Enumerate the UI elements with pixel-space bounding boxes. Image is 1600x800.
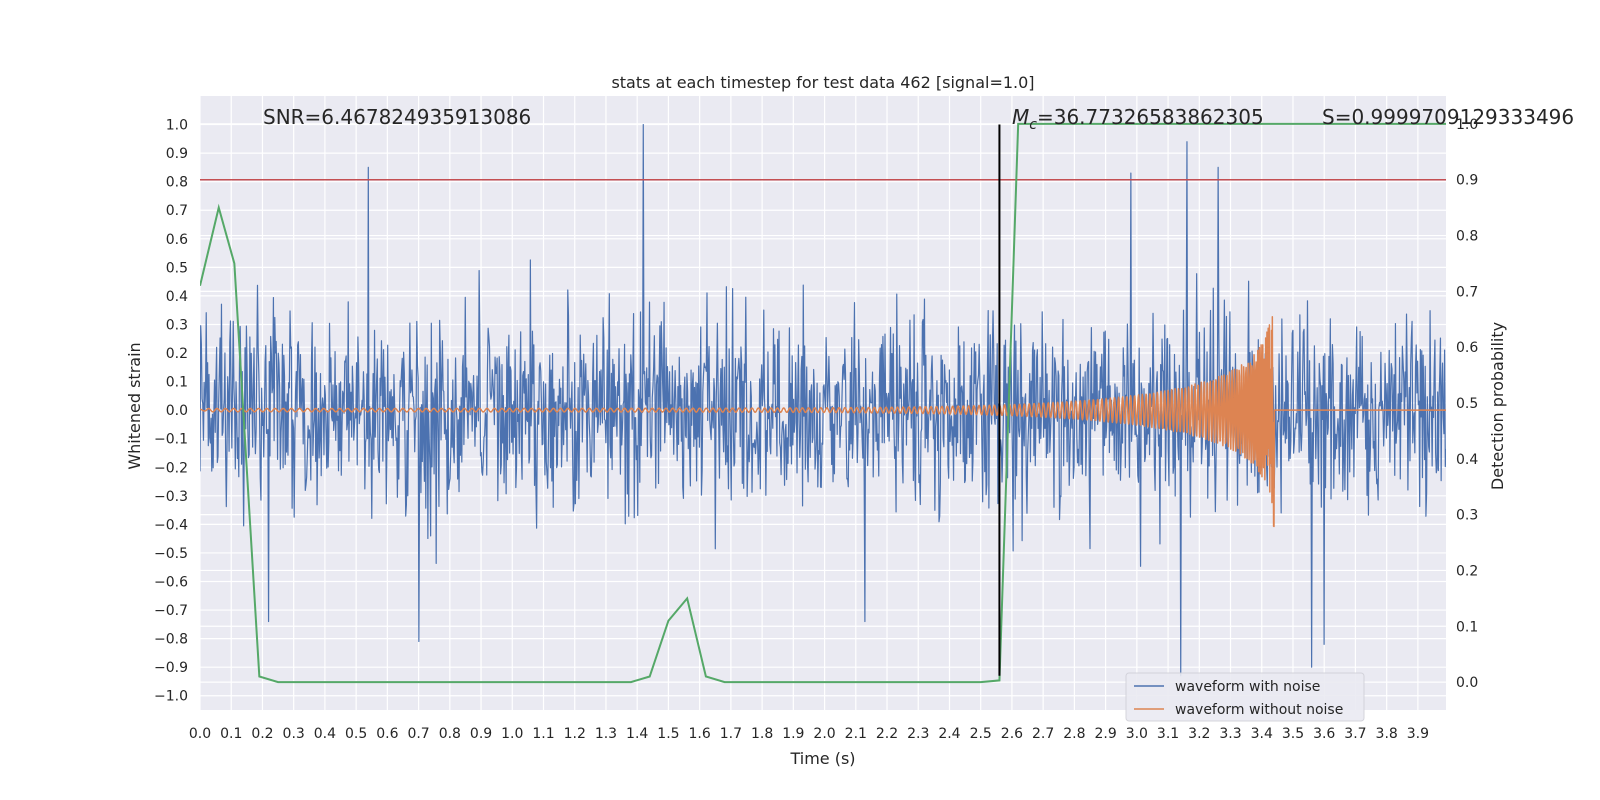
y-tick-label: −1.0 [154,689,188,705]
x-tick-label: 1.8 [751,726,773,742]
detection-probability-line [200,122,1446,684]
s-annotation: S=0.9999709129333496 [1322,105,1574,129]
y-tick-label: −0.1 [154,432,188,448]
y-tick-label: −0.3 [154,489,188,505]
x-tick-label: 0.3 [283,726,305,742]
snr-annotation: SNR=6.467824935913086 [263,105,531,129]
x-tick-label: 0.2 [251,726,273,742]
x-axis-ticks: 0.0 0.1 0.2 0.3 0.4 0.5 0.6 0.7 0.8 0.9 1.0 1.1 1.2 1… [189,726,1429,742]
x-tick-label: 3.0 [1126,726,1148,742]
y-tick-label: 0.3 [166,317,188,333]
x-tick-label: 0.6 [376,726,398,742]
x-tick-label: 2.7 [1032,726,1054,742]
grid [199,96,1446,710]
y-tick-label: −0.2 [154,460,188,476]
x-tick-label: 1.0 [501,726,523,742]
y-axis-title: Whitened strain [125,342,144,469]
y2-tick-label: 0.4 [1456,452,1478,468]
x-tick-label: 2.6 [1001,726,1023,742]
y-tick-label: 0.9 [166,146,188,162]
mc-annotation: Mc=36.77326583862305 [1012,105,1264,133]
mc-value: =36.77326583862305 [1037,105,1264,129]
y2-axis-title: Detection probability [1488,322,1507,490]
x-tick-label: 2.8 [1063,726,1085,742]
y-tick-label: 0.1 [166,375,188,391]
x-tick-label: 0.5 [345,726,367,742]
y-tick-label: 0.7 [166,203,188,219]
legend-box [1125,672,1365,722]
x-tick-label: 3.3 [1219,726,1241,742]
x-tick-label: 0.7 [407,726,429,742]
x-tick-label: 1.7 [720,726,742,742]
y-tick-label: 0.4 [166,289,188,305]
x-tick-label: 1.3 [595,726,617,742]
waveform-without-noise-line [200,315,1446,528]
y-tick-label: −0.9 [154,660,188,676]
legend: waveform with noise waveform without noi… [1125,672,1365,722]
x-tick-label: 1.9 [782,726,804,742]
x-tick-label: 3.2 [1188,726,1210,742]
x-tick-label: 1.1 [532,726,554,742]
y2-axis-ticks: 0.0 0.1 0.2 0.3 0.4 0.5 0.6 0.7 0.8 0.9 1.0 [1456,117,1478,691]
x-tick-label: 3.1 [1157,726,1179,742]
y-tick-label: 0.0 [166,403,188,419]
x-tick-label: 0.4 [314,726,336,742]
y2-tick-label: 0.9 [1456,173,1478,189]
x-tick-label: 2.0 [813,726,835,742]
y2-tick-label: 0.3 [1456,508,1478,524]
x-tick-label: 3.8 [1376,726,1398,742]
x-axis-title: Time (s) [789,749,855,768]
x-tick-label: 0.9 [470,726,492,742]
x-tick-label: 2.4 [938,726,960,742]
x-tick-label: 1.4 [626,726,648,742]
y-tick-label: 0.6 [166,232,188,248]
y-axis-ticks: −1.0 −0.9 −0.8 −0.7 −0.6 −0.5 −0.4 −0.3 −0.2 −0.1… [154,118,188,705]
x-tick-label: 3.9 [1407,726,1429,742]
y-tick-label: −0.8 [154,632,188,648]
y-tick-label: −0.6 [154,574,188,590]
y-tick-label: −0.5 [154,546,188,562]
x-tick-label: 2.1 [845,726,867,742]
y2-tick-label: 0.5 [1456,396,1478,412]
y-tick-label: 0.5 [166,260,188,276]
y-tick-label: −0.4 [154,517,188,533]
x-tick-label: 2.9 [1094,726,1116,742]
y2-tick-label: 0.1 [1456,619,1478,635]
x-tick-label: 2.3 [907,726,929,742]
mc-symbol: M [1012,105,1029,129]
y-tick-label: 0.8 [166,175,188,191]
y2-tick-label: 0.6 [1456,340,1478,356]
mc-subscript: c [1029,117,1037,133]
x-tick-label: 1.2 [564,726,586,742]
x-tick-label: 1.6 [689,726,711,742]
x-tick-label: 3.4 [1251,726,1273,742]
x-tick-label: 0.8 [439,726,461,742]
x-tick-label: 1.5 [657,726,679,742]
y2-tick-label: 0.7 [1456,284,1478,300]
y-tick-label: 0.2 [166,346,188,362]
y-tick-label: −0.7 [154,603,188,619]
x-tick-label: 0.0 [189,726,211,742]
y2-tick-label: 0.0 [1456,675,1478,691]
x-tick-label: 3.6 [1313,726,1335,742]
chart-title: stats at each timestep for test data 462… [611,73,1034,92]
legend-label-clean: waveform without noise [1175,702,1343,718]
x-tick-label: 3.7 [1344,726,1366,742]
y2-tick-label: 0.2 [1456,563,1478,579]
x-tick-label: 2.5 [970,726,992,742]
legend-label-noise: waveform with noise [1175,679,1320,695]
x-tick-label: 3.5 [1282,726,1304,742]
y2-tick-label: 1.0 [1456,117,1478,133]
y-tick-label: 1.0 [166,118,188,134]
x-tick-label: 2.2 [876,726,898,742]
y2-tick-label: 0.8 [1456,229,1478,245]
x-tick-label: 0.1 [220,726,242,742]
